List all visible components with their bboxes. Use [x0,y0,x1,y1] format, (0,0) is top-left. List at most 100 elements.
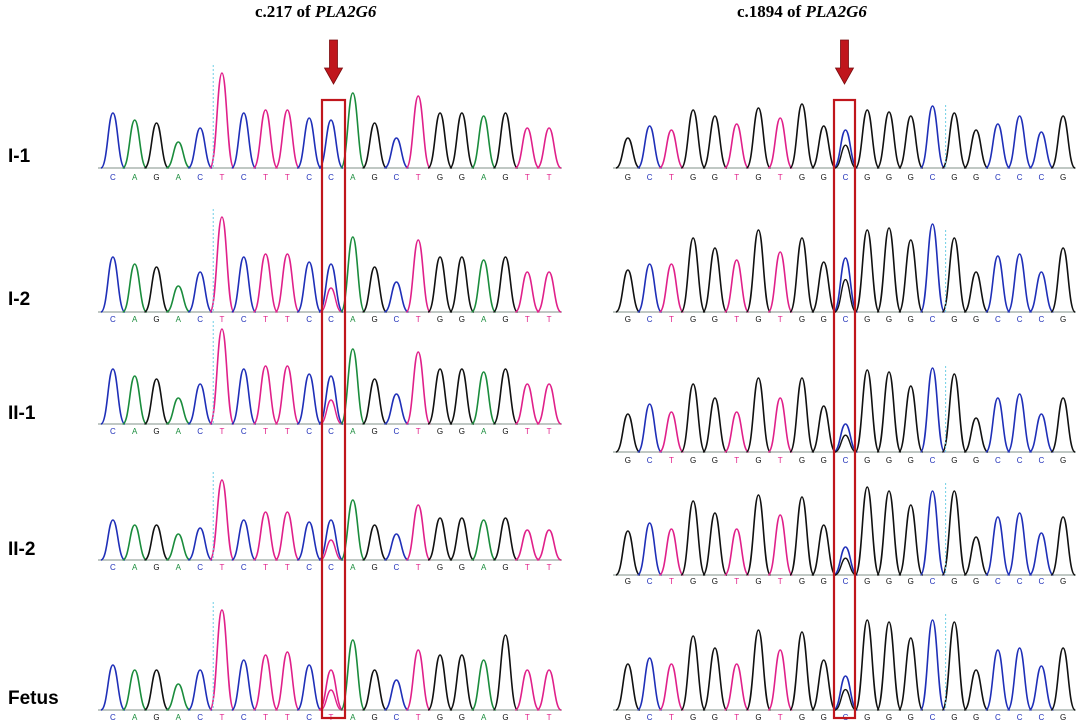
base-call-letter: C [306,713,312,722]
base-call-letter: G [821,456,827,465]
base-peak [470,371,497,425]
base-peak [1050,115,1076,169]
base-peak [789,377,815,453]
base-call-letter: C [647,713,653,722]
base-call-letter: T [263,315,268,324]
base-peak [833,675,858,711]
base-call-letter: T [416,315,421,324]
base-call-letter: G [153,713,159,722]
base-peak [636,522,663,576]
base-peak [384,533,409,561]
base-peak [789,631,815,711]
base-peak [898,385,924,453]
base-peak [492,112,519,169]
base-call-letter: G [755,713,761,722]
base-call-letter: G [372,713,378,722]
base-peak [658,411,685,453]
base-call-letter: T [220,427,225,436]
base-peak [296,261,322,313]
base-call-letter: C [647,173,653,182]
base-peak [230,256,257,313]
base-call-letter: T [285,315,290,324]
base-peak [919,619,946,711]
base-peak [615,530,641,576]
base-call-letter: G [437,173,443,182]
base-call-letter: T [285,713,290,722]
base-call-letter: T [416,713,421,722]
base-peak [165,533,191,561]
base-peak [941,373,968,453]
base-peak [876,371,902,453]
base-peak [1050,516,1076,576]
row-label-ii-2: II-2 [8,539,36,560]
base-call-letter: C [306,315,312,324]
base-call-letter: A [132,315,138,324]
base-call-letter: A [176,173,182,182]
base-peak [361,266,388,313]
base-peak [833,129,858,169]
base-peak [100,664,126,711]
base-call-letter: C [1038,315,1044,324]
base-call-letter: C [110,315,116,324]
base-peak [274,511,301,561]
base-call-letter: C [1017,173,1023,182]
base-peak [810,405,837,453]
base-peak [121,263,148,313]
base-call-letter: G [690,456,696,465]
base-call-letter: G [799,315,805,324]
base-call-letter: G [799,173,805,182]
base-peak [854,486,881,576]
base-peak [702,247,728,313]
base-call-letter: G [908,713,914,722]
base-call-letter: T [263,563,268,572]
base-peak [165,141,191,169]
column-title-prefix: c.1894 of [737,2,802,21]
base-peak [165,285,191,313]
base-call-letter: C [197,315,203,324]
base-peak [405,351,432,425]
row-label-i-2: I-2 [8,289,31,310]
base-peak [405,95,432,169]
base-peak [230,368,257,425]
base-peak [384,679,409,711]
base-call-letter: C [930,713,936,722]
base-peak [318,119,344,169]
row-label-i-1: I-1 [8,146,31,167]
base-call-letter: G [437,563,443,572]
base-peak [898,637,924,711]
secondary-peak [319,689,343,711]
base-call-letter: C [995,456,1001,465]
base-peak [680,237,706,313]
secondary-peak [834,557,857,576]
base-peak [296,373,322,425]
base-peak [536,271,562,313]
base-call-letter: G [372,173,378,182]
base-peak [789,237,815,313]
base-peak [274,253,301,313]
base-peak [209,216,235,313]
base-peak [723,528,750,576]
base-call-letter: A [350,427,356,436]
base-call-letter: G [459,427,465,436]
base-peak [723,663,750,711]
base-call-letter: T [220,173,225,182]
base-peak [427,517,453,561]
base-peak [470,659,497,711]
base-call-letter: G [690,577,696,586]
base-call-letter: C [197,713,203,722]
base-call-letter: G [625,173,631,182]
base-peak [1028,271,1055,313]
base-peak [985,516,1011,576]
base-peak [636,263,663,313]
base-peak [318,669,344,711]
base-call-letter: G [755,173,761,182]
base-peak [514,529,540,561]
base-peak [100,519,126,561]
secondary-peak [834,434,857,453]
base-peak [384,393,409,425]
base-peak [898,504,924,576]
base-peak [919,490,946,576]
base-call-letter: G [951,713,957,722]
base-peak [209,72,235,169]
base-peak [361,669,388,711]
